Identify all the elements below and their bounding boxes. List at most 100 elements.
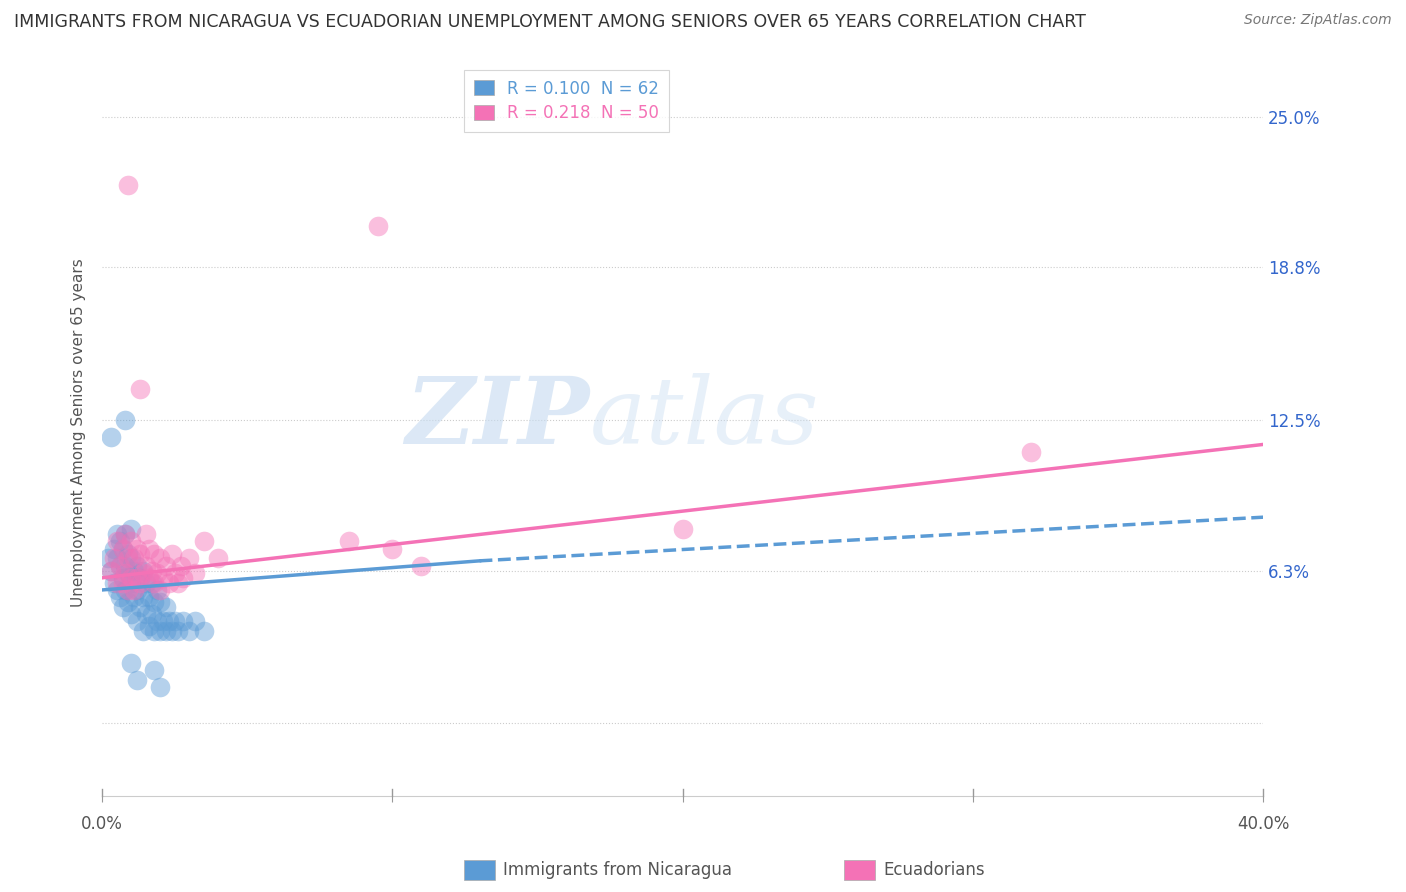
Point (111, 541, 134, 556)
Point (117, 551, 139, 566)
Point (125, 582, 148, 597)
Point (117, 178, 139, 192)
Point (125, 673, 148, 687)
Point (103, 551, 125, 566)
Point (111, 599, 134, 614)
Point (120, 534, 142, 549)
Point (122, 551, 145, 566)
Point (125, 541, 148, 556)
Text: atlas: atlas (591, 373, 820, 463)
Point (129, 382, 152, 396)
Point (149, 582, 172, 597)
Text: Source: ZipAtlas.com: Source: ZipAtlas.com (1244, 13, 1392, 28)
Point (143, 575, 166, 590)
Point (149, 624, 172, 639)
Point (672, 522, 695, 536)
Text: 0.0%: 0.0% (82, 815, 124, 833)
Point (125, 615, 148, 629)
Point (100, 430, 122, 444)
Point (114, 413, 136, 427)
Point (411, 558, 433, 573)
Point (132, 566, 155, 580)
Point (138, 541, 160, 556)
Point (166, 624, 188, 639)
Point (132, 624, 155, 639)
Point (120, 607, 142, 622)
Point (108, 558, 131, 573)
Point (114, 582, 136, 597)
Point (111, 571, 134, 585)
Point (105, 534, 128, 549)
Point (169, 558, 191, 573)
Point (157, 575, 180, 590)
Point (155, 624, 177, 639)
Point (138, 619, 160, 633)
Point (143, 663, 166, 677)
Point (120, 656, 142, 670)
Point (135, 607, 157, 622)
Point (105, 582, 128, 597)
Point (129, 575, 152, 590)
Point (143, 624, 166, 639)
Point (152, 571, 174, 585)
Point (125, 558, 148, 573)
Y-axis label: Unemployment Among Seniors over 65 years: Unemployment Among Seniors over 65 years (72, 258, 86, 607)
Text: Ecuadorians: Ecuadorians (883, 861, 984, 879)
Point (120, 571, 142, 585)
Point (108, 558, 131, 573)
Point (103, 541, 125, 556)
Point (129, 599, 152, 614)
Point (129, 571, 152, 585)
Point (149, 680, 172, 694)
Point (1019, 444, 1042, 458)
Point (172, 571, 194, 585)
Point (157, 615, 180, 629)
Point (103, 575, 125, 590)
Point (160, 624, 183, 639)
Point (105, 575, 128, 590)
Point (184, 615, 207, 629)
Point (135, 575, 157, 590)
Point (141, 607, 163, 622)
Point (114, 527, 136, 541)
Point (108, 534, 131, 549)
Point (179, 624, 201, 639)
Text: IMMIGRANTS FROM NICARAGUA VS ECUADORIAN UNEMPLOYMENT AMONG SENIORS OVER 65 YEARS: IMMIGRANTS FROM NICARAGUA VS ECUADORIAN … (14, 13, 1085, 31)
Point (149, 551, 172, 566)
Point (381, 541, 404, 556)
Point (146, 566, 169, 580)
Point (152, 615, 174, 629)
Point (155, 599, 177, 614)
Point (97, 551, 120, 566)
Point (141, 564, 163, 578)
Text: Immigrants from Nicaragua: Immigrants from Nicaragua (503, 861, 733, 879)
Point (163, 615, 186, 629)
Point (125, 571, 148, 585)
Point (179, 551, 201, 566)
Point (172, 615, 194, 629)
Point (117, 547, 139, 561)
Point (207, 551, 229, 566)
Point (193, 624, 215, 639)
Text: ZIP: ZIP (405, 373, 591, 463)
Point (163, 566, 186, 580)
Point (120, 522, 142, 536)
Point (105, 527, 128, 541)
Point (138, 571, 160, 585)
Point (146, 582, 169, 597)
Point (114, 527, 136, 541)
Point (132, 564, 155, 578)
Point (135, 527, 157, 541)
Point (166, 575, 188, 590)
Legend: R = 0.100  N = 62, R = 0.218  N = 50: R = 0.100 N = 62, R = 0.218 N = 50 (464, 70, 669, 132)
Point (135, 558, 157, 573)
Point (143, 595, 166, 609)
Point (117, 566, 139, 580)
Point (146, 615, 169, 629)
Point (149, 595, 172, 609)
Point (122, 582, 145, 597)
Point (100, 564, 122, 578)
Point (120, 575, 142, 590)
Point (100, 564, 122, 578)
Point (114, 566, 136, 580)
